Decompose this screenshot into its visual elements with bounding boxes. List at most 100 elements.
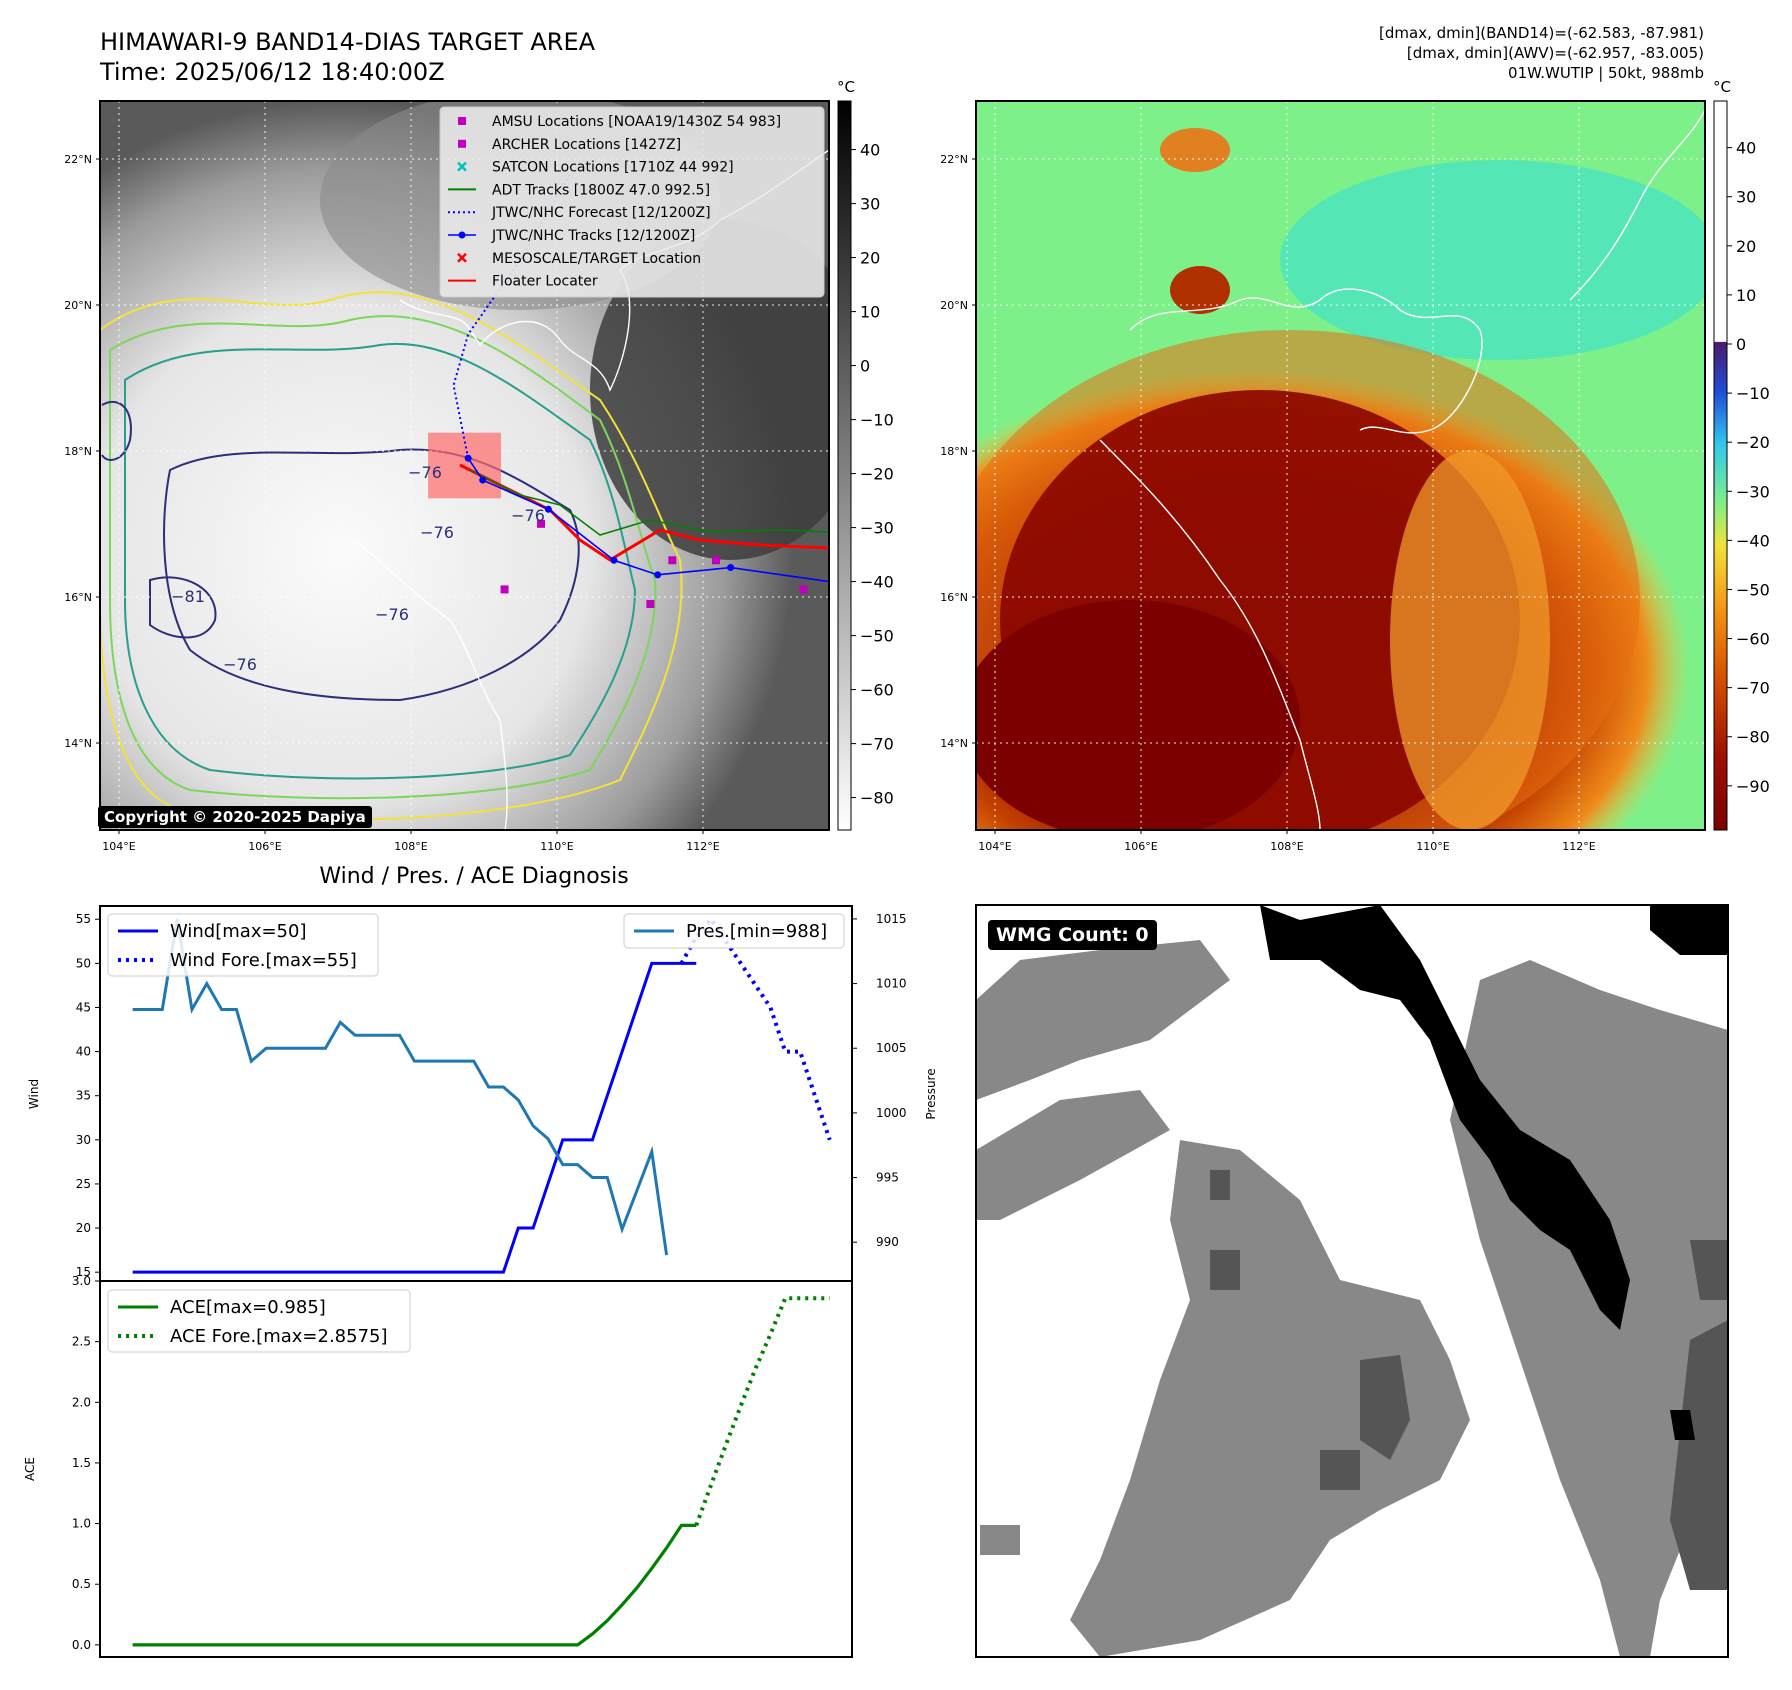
colorbar-tick-label: −40 bbox=[860, 573, 894, 592]
ace-y-tick-label: 2.5 bbox=[72, 1335, 91, 1349]
series-wind-forecast-line bbox=[679, 915, 832, 1141]
colorbar-tick-label: 20 bbox=[1736, 237, 1756, 256]
pressure-y-tick-label: 1010 bbox=[876, 977, 907, 991]
lon-tick-label: 104°E bbox=[102, 840, 135, 853]
figure-title: HIMAWARI-9 BAND14-DIAS TARGET AREA bbox=[100, 28, 596, 56]
colorbar-tick-label: 10 bbox=[860, 303, 880, 322]
wind-y-tick-label: 30 bbox=[76, 1133, 91, 1147]
lon-tick-label: 108°E bbox=[394, 840, 427, 853]
band14-lon-ticks: 104°E 106°E 108°E 110°E 112°E bbox=[102, 830, 720, 853]
pressure-axis-label: Pressure bbox=[924, 1068, 938, 1119]
info-line-3: 01W.WUTIP | 50kt, 988mb bbox=[1508, 64, 1704, 82]
lon-tick-label: 112°E bbox=[1562, 840, 1595, 853]
wind-y-tick-label: 35 bbox=[76, 1089, 91, 1103]
info-line-2: [dmax, dmin](AWV)=(-62.957, -83.005) bbox=[1407, 44, 1704, 62]
wmg-black-small bbox=[1670, 1410, 1695, 1440]
colorbar-tick-label: −60 bbox=[860, 681, 894, 700]
amsu-point bbox=[646, 600, 655, 609]
adt-track bbox=[469, 469, 829, 536]
colorbar-tick-label: −30 bbox=[860, 519, 894, 538]
amsu-point bbox=[712, 556, 721, 565]
band14-legend: AMSU Locations [NOAA19/1430Z 54 983] ARCH… bbox=[439, 106, 825, 298]
contour-label: −76 bbox=[511, 506, 545, 525]
contour-green bbox=[109, 315, 657, 800]
legend-wind-forecast: Wind Fore.[max=55] bbox=[170, 950, 357, 971]
colorbar-tick-label: −20 bbox=[860, 465, 894, 484]
contour-navy-core bbox=[163, 448, 580, 702]
colorbar-tick-label: −20 bbox=[1736, 433, 1770, 452]
contour-label: −81 bbox=[171, 587, 205, 606]
colorbar-tick-label: −80 bbox=[1736, 728, 1770, 747]
ace-series bbox=[132, 1296, 830, 1647]
series-wind-line bbox=[132, 961, 697, 1274]
copyright-label: Copyright © 2020-2025 Dapiya bbox=[98, 806, 372, 828]
colorbar-tick-label: −40 bbox=[1736, 531, 1770, 550]
lat-tick-label: 22°N bbox=[64, 153, 92, 166]
legend-ace: ACE[max=0.985] bbox=[170, 1297, 326, 1318]
wmg-grey-small-sw bbox=[980, 1525, 1020, 1555]
lon-tick-label: 108°E bbox=[1270, 840, 1303, 853]
ace-y-tick-label: 1.0 bbox=[72, 1517, 91, 1531]
band14-colorbar bbox=[837, 100, 852, 831]
band14-dark-sea-ne bbox=[590, 220, 829, 560]
legend-marker-x bbox=[457, 161, 467, 172]
legend-label: AMSU Locations [NOAA19/1430Z 54 983] bbox=[492, 114, 781, 130]
contour-teal bbox=[124, 342, 637, 780]
awv-map-panel: 104°E 106°E 108°E 110°E 112°E 22°N 20°N 18°N 16… bbox=[940, 78, 1770, 853]
wind-y-tick-label: 50 bbox=[76, 956, 91, 970]
ace-y-tick-label: 1.5 bbox=[72, 1456, 91, 1470]
awv-sw-core bbox=[976, 600, 1300, 830]
series-ace-forecast-line bbox=[694, 1296, 830, 1527]
jtwc-track-point bbox=[479, 476, 487, 484]
lon-tick-label: 110°E bbox=[540, 840, 573, 853]
ace-y-tick-label: 0.5 bbox=[72, 1577, 91, 1591]
colorbar-tick-label: −50 bbox=[1736, 580, 1770, 599]
pressure-y-tick-label: 995 bbox=[876, 1171, 899, 1185]
ace-y-tick-label: 2.0 bbox=[72, 1395, 91, 1409]
ace-y-ticks: 0.0 0.5 1.0 1.5 2.0 2.5 3.0 bbox=[72, 1274, 100, 1652]
awv-orange-east bbox=[1390, 450, 1550, 830]
colorbar-tick-label: −10 bbox=[1736, 384, 1770, 403]
wmg-dark-patches bbox=[1210, 1170, 1728, 1590]
colorbar-tick-label: −50 bbox=[860, 627, 894, 646]
colorbar-tick-label: −70 bbox=[1736, 679, 1770, 698]
legend-label: Floater Locater bbox=[492, 274, 598, 290]
wmg-frame bbox=[975, 904, 1729, 1658]
lon-tick-label: 106°E bbox=[248, 840, 281, 853]
colorbar-tick-label: −60 bbox=[1736, 630, 1770, 649]
series-ace-line bbox=[132, 1523, 697, 1647]
colorbar-tick-label: −70 bbox=[860, 735, 894, 754]
legend-label: SATCON Locations [1710Z 44 992] bbox=[492, 160, 734, 176]
colorbar-tick-label: 20 bbox=[860, 249, 880, 268]
wind-pres-panel: Wind / Pres. / ACE Diagnosis 15 20 25 30 35 4… bbox=[27, 864, 938, 1282]
awv-lat-ticks: 22°N 20°N 18°N 16°N 14°N bbox=[940, 153, 976, 750]
awv-colorbar bbox=[1713, 100, 1728, 831]
wind-legend: Wind[max=50] Wind Fore.[max=55] bbox=[107, 913, 379, 977]
legend-marker-x bbox=[457, 252, 467, 263]
pressure-y-tick-label: 1015 bbox=[876, 912, 907, 926]
colorbar-tick-label: −90 bbox=[1736, 777, 1770, 796]
awv-colorbar-ticks: 40 30 20 10 0 −10 −20 −30 −40 −50 −60 −70 −80 −90 bbox=[1727, 139, 1770, 796]
pressure-y-ticks: 990 995 1000 1005 1010 1015 bbox=[852, 912, 907, 1249]
legend-pressure: Pres.[min=988] bbox=[686, 921, 827, 942]
series-pressure-line bbox=[132, 918, 669, 1256]
contour-navy-sw bbox=[149, 576, 217, 639]
lon-tick-label: 112°E bbox=[686, 840, 719, 853]
wind-pres-series bbox=[132, 915, 832, 1274]
awv-storm-nw bbox=[1170, 266, 1230, 314]
legend-label: ADT Tracks [1800Z 47.0 992.5] bbox=[492, 182, 710, 198]
ace-axis-label: ACE bbox=[23, 1457, 37, 1481]
colorbar-tick-label: 30 bbox=[1736, 188, 1756, 207]
legend-label: MESOSCALE/TARGET Location bbox=[492, 251, 701, 267]
awv-lon-ticks: 104°E 106°E 108°E 110°E 112°E bbox=[978, 830, 1596, 853]
lat-tick-label: 16°N bbox=[940, 591, 968, 604]
awv-frame bbox=[975, 100, 1706, 831]
jtwc-track-point bbox=[544, 505, 552, 513]
jtwc-track-point bbox=[829, 579, 836, 586]
pressure-y-tick-label: 1000 bbox=[876, 1106, 907, 1120]
lat-tick-label: 18°N bbox=[940, 445, 968, 458]
wmg-black-ne bbox=[1650, 905, 1728, 955]
legend-marker-square bbox=[458, 117, 466, 125]
pressure-y-tick-label: 990 bbox=[876, 1235, 899, 1249]
